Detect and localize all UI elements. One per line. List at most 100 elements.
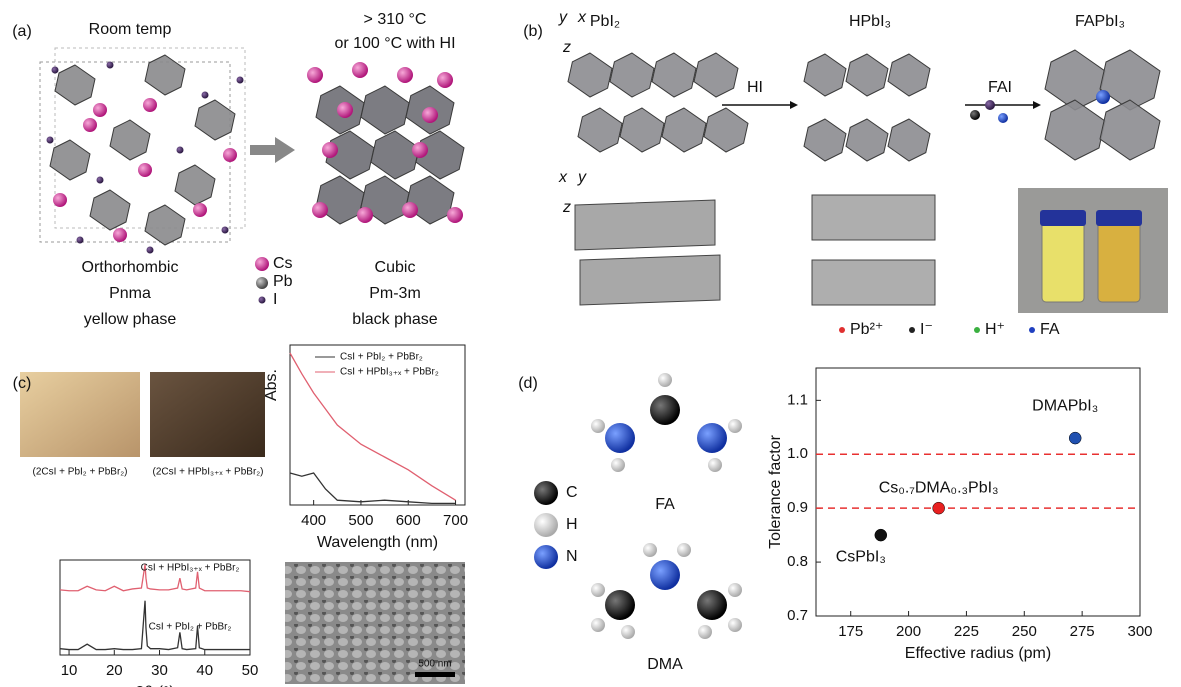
atom bbox=[591, 618, 605, 632]
label: (c) bbox=[13, 375, 32, 392]
atom bbox=[402, 202, 418, 218]
atom bbox=[708, 458, 722, 472]
atom bbox=[113, 228, 127, 242]
label: (a) bbox=[12, 23, 32, 40]
octahedron bbox=[888, 54, 930, 96]
y-tick-label: 0.9 bbox=[787, 499, 808, 516]
atom bbox=[222, 227, 229, 234]
octahedron bbox=[568, 53, 612, 97]
atom bbox=[337, 102, 353, 118]
legend-marker bbox=[1029, 327, 1035, 333]
vial bbox=[1098, 222, 1140, 302]
atom bbox=[83, 118, 97, 132]
legend-label: FA bbox=[1040, 321, 1060, 338]
atom bbox=[697, 423, 727, 453]
atom bbox=[591, 419, 605, 433]
atom bbox=[223, 148, 237, 162]
octahedron bbox=[888, 119, 930, 161]
octahedron bbox=[90, 190, 130, 230]
label: N bbox=[566, 548, 578, 565]
atom bbox=[307, 67, 323, 83]
octahedron bbox=[145, 205, 185, 245]
label: HPbI₃ bbox=[849, 13, 891, 30]
atom bbox=[728, 618, 742, 632]
octahedron bbox=[361, 86, 409, 134]
point-label: DMAPbI₃ bbox=[1032, 397, 1098, 414]
atom bbox=[202, 92, 209, 99]
x-tick-label: 50 bbox=[242, 662, 259, 679]
octahedron bbox=[1100, 100, 1160, 160]
atom bbox=[422, 107, 438, 123]
x-tick-label: 275 bbox=[1070, 623, 1095, 640]
legend-marker bbox=[839, 327, 845, 333]
x-axis-title: Effective radius (pm) bbox=[905, 645, 1051, 662]
atom bbox=[591, 583, 605, 597]
vial-cap bbox=[1096, 210, 1142, 226]
atom bbox=[52, 67, 59, 74]
label: Pnma bbox=[109, 285, 151, 302]
label: FAPbI₃ bbox=[1075, 13, 1125, 30]
x-tick-label: 40 bbox=[196, 662, 213, 679]
atom bbox=[605, 423, 635, 453]
legend-marker bbox=[974, 327, 980, 333]
x-tick-label: 20 bbox=[106, 662, 123, 679]
x-tick-label: 300 bbox=[1127, 623, 1152, 640]
data-point bbox=[933, 502, 945, 514]
curve-label: CsI + HPbI₃₊ₓ + PbBr₂ bbox=[141, 562, 240, 573]
atom bbox=[312, 202, 328, 218]
data-point bbox=[1069, 432, 1081, 444]
octahedron bbox=[846, 119, 888, 161]
arrow-head bbox=[790, 101, 798, 109]
x-tick-label: 600 bbox=[396, 512, 421, 529]
atom bbox=[1096, 90, 1110, 104]
atom bbox=[47, 137, 54, 144]
atom bbox=[255, 257, 269, 271]
octahedron bbox=[145, 55, 185, 95]
atom bbox=[97, 177, 104, 184]
label: Pm-3m bbox=[369, 285, 421, 302]
body: {"figure": { "a": {"label": "(a)", "left… bbox=[0, 0, 1181, 687]
label: (2CsI + PbI₂ + PbBr₂) bbox=[32, 467, 127, 478]
atom bbox=[534, 481, 558, 505]
octahedron bbox=[175, 165, 215, 205]
x-tick-label: 225 bbox=[954, 623, 979, 640]
y-axis-title: Abs. bbox=[263, 369, 280, 401]
octahedron bbox=[704, 108, 748, 152]
atom bbox=[397, 67, 413, 83]
atom bbox=[437, 72, 453, 88]
atom bbox=[697, 590, 727, 620]
y-axis-title: Tolerance factor bbox=[767, 434, 784, 549]
photo bbox=[1018, 188, 1168, 313]
label: z bbox=[562, 39, 571, 56]
point-label: Cs₀.₇DMA₀.₃PbI₃ bbox=[879, 479, 999, 496]
y-tick-label: 0.8 bbox=[787, 553, 808, 570]
octahedron bbox=[652, 53, 696, 97]
layer bbox=[575, 200, 715, 250]
atom bbox=[970, 110, 980, 120]
label: C bbox=[566, 484, 578, 501]
atom bbox=[658, 373, 672, 387]
label: black phase bbox=[352, 311, 437, 328]
label: Cubic bbox=[375, 259, 416, 276]
atom bbox=[259, 297, 266, 304]
x-tick-label: 200 bbox=[896, 623, 921, 640]
atom bbox=[447, 207, 463, 223]
atom bbox=[412, 142, 428, 158]
label: 500 nm bbox=[418, 659, 451, 670]
atom bbox=[77, 237, 84, 244]
y-tick-label: 1.1 bbox=[787, 391, 808, 408]
atom bbox=[237, 77, 244, 84]
octahedron bbox=[50, 140, 90, 180]
layer bbox=[812, 195, 935, 240]
atom bbox=[998, 113, 1008, 123]
octahedron bbox=[371, 131, 419, 179]
legend-label: H⁺ bbox=[985, 321, 1005, 338]
octahedron bbox=[804, 54, 846, 96]
legend-marker bbox=[909, 327, 915, 333]
point-label: CsPbI₃ bbox=[836, 548, 886, 565]
page: Figure body { margin: 0; background: #ff… bbox=[0, 0, 1181, 687]
film-photo bbox=[150, 372, 265, 457]
label: H bbox=[566, 516, 578, 533]
atom bbox=[53, 193, 67, 207]
label: DMA bbox=[647, 656, 683, 673]
